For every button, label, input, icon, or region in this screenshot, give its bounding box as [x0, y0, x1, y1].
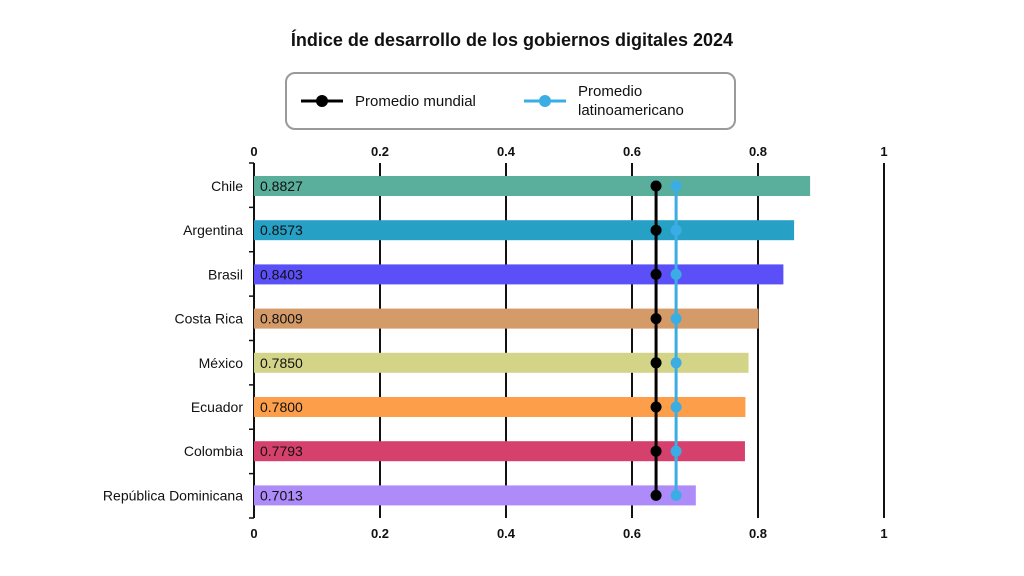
bar-value-label-mexico: 0.7850	[260, 355, 303, 371]
bar-brasil	[254, 264, 784, 285]
reference-marker-promedio-latinoamericano	[670, 357, 682, 369]
x-tick-label-bottom: 0.6	[623, 526, 641, 541]
reference-marker-promedio-mundial	[650, 313, 662, 325]
reference-marker-promedio-mundial	[650, 268, 662, 280]
x-tick-label-top: 0.8	[749, 144, 767, 159]
bar-chile	[254, 176, 811, 196]
category-label-brasil: Brasil	[208, 266, 243, 282]
bar-colombia	[254, 441, 745, 462]
reference-marker-promedio-latinoamericano	[670, 268, 682, 280]
x-tick-label-bottom: 0	[250, 526, 257, 541]
x-tick-label-bottom: 0.8	[749, 526, 767, 541]
reference-marker-promedio-mundial	[650, 445, 662, 457]
category-label-chile: Chile	[211, 178, 243, 194]
reference-marker-promedio-mundial	[650, 224, 662, 236]
category-label-republica-dominicana: República Dominicana	[103, 487, 243, 503]
reference-marker-promedio-latinoamericano	[670, 401, 682, 413]
chart-title: Índice de desarrollo de los gobiernos di…	[290, 30, 734, 50]
x-tick-label-top: 0.4	[497, 144, 516, 159]
legend-item-promedio-latinoamericano: Promedio latinoamericano	[522, 74, 728, 128]
category-label-colombia: Colombia	[184, 443, 243, 459]
legend-label-promedio-latinoamericano: Promedio latinoamericano	[578, 83, 684, 119]
reference-marker-promedio-mundial	[650, 401, 662, 413]
reference-marker-promedio-mundial	[650, 357, 662, 369]
reference-marker-promedio-latinoamericano	[670, 313, 682, 325]
legend-label-promedio-mundial: Promedio mundial	[355, 92, 476, 110]
bar-value-label-ecuador: 0.7800	[260, 399, 303, 415]
bar-republica-dominicana	[254, 485, 696, 506]
legend-swatch-promedio-mundial	[301, 95, 343, 107]
bar-costa-rica	[254, 308, 759, 329]
reference-marker-promedio-latinoamericano	[670, 445, 682, 457]
x-tick-label-bottom: 1	[880, 526, 887, 541]
bar-ecuador	[254, 397, 746, 417]
x-tick-label-top: 0.6	[623, 144, 641, 159]
reference-marker-promedio-mundial	[650, 489, 662, 501]
category-label-argentina: Argentina	[183, 222, 243, 238]
bar-value-label-argentina: 0.8573	[260, 222, 303, 238]
category-label-mexico: México	[199, 355, 244, 371]
x-tick-label-top: 0.2	[371, 144, 389, 159]
reference-marker-promedio-mundial	[650, 180, 662, 192]
bar-value-label-chile: 0.8827	[260, 178, 303, 194]
bar-value-label-republica-dominicana: 0.7013	[260, 487, 303, 503]
bar-argentina	[254, 220, 795, 241]
reference-marker-promedio-latinoamericano	[670, 224, 682, 236]
x-tick-label-bottom: 0.4	[497, 526, 516, 541]
x-tick-label-bottom: 0.2	[371, 526, 389, 541]
x-tick-label-top: 1	[880, 144, 887, 159]
category-label-costa-rica: Costa Rica	[175, 311, 244, 327]
reference-marker-promedio-latinoamericano	[670, 489, 682, 501]
bar-value-label-brasil: 0.8403	[260, 266, 303, 282]
legend-item-promedio-mundial: Promedio mundial	[299, 74, 476, 128]
chart-legend: Promedio mundial Promedio latinoamerican…	[285, 72, 736, 130]
x-tick-label-top: 0	[250, 144, 257, 159]
category-label-ecuador: Ecuador	[191, 399, 243, 415]
bar-mexico	[254, 352, 749, 373]
reference-marker-promedio-latinoamericano	[670, 180, 682, 192]
bar-value-label-colombia: 0.7793	[260, 443, 303, 459]
bar-value-label-costa-rica: 0.8009	[260, 311, 303, 327]
legend-swatch-promedio-latinoamericano	[524, 95, 566, 107]
